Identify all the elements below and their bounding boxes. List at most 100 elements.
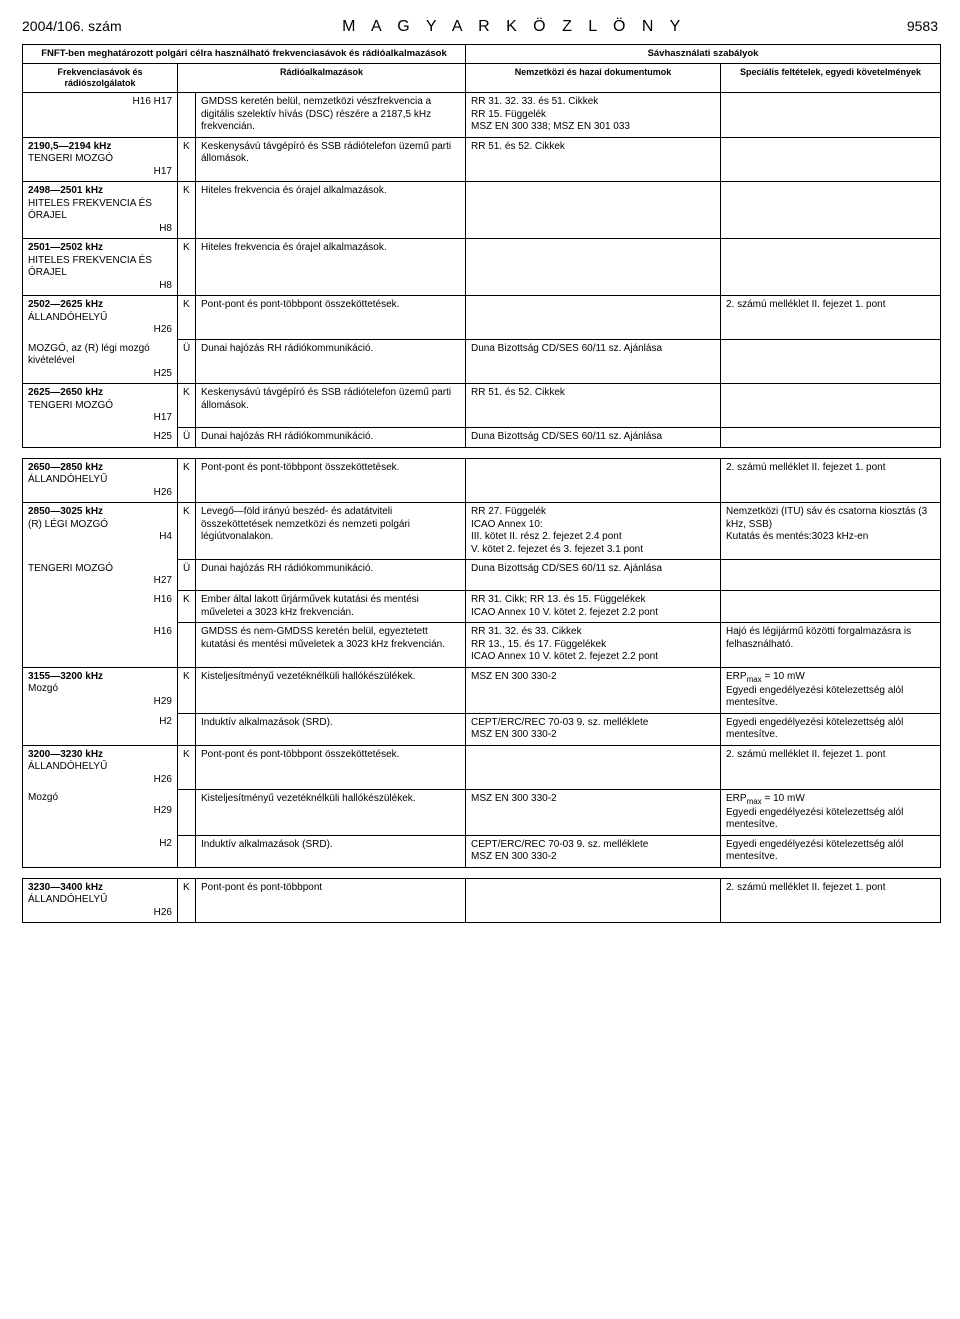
cell-app: Keskenysávú távgépíró és SSB rádiótelefo… (196, 137, 466, 182)
h-code: H2 (23, 713, 178, 745)
table-col-header: Frekvenciasávok és rádiószolgálatok Rádi… (23, 63, 941, 93)
cell-doc: MSZ EN 300 330-2 (466, 667, 721, 713)
cell-app: Dunai hajózás RH rádiókommunikáció. (196, 340, 466, 384)
service-label: Mozgó (28, 792, 58, 803)
table-row: H16 GMDSS és nem-GMDSS keretén belül, eg… (23, 623, 941, 668)
section-gap (22, 868, 938, 878)
cell-doc: RR 31. Cikk; RR 13. és 15. Függelékek IC… (466, 591, 721, 623)
band-label: 2850—3025 kHz (28, 506, 103, 517)
service-label: TENGERI MOZGÓ (28, 400, 113, 411)
th-app: Rádióalkalmazások (178, 63, 466, 93)
cell-kk (178, 713, 196, 745)
band-label: 2502—2625 kHz (28, 299, 103, 310)
cell-spec (721, 182, 941, 239)
cell-doc: Duna Bizottság CD/SES 60/11 sz. Ajánlása (466, 340, 721, 384)
table-row: 2502—2625 kHzÁLLANDÓHELYŰH26 K Pont-pont… (23, 296, 941, 340)
band-label: 2190,5—2194 kHz (28, 141, 111, 152)
cell-kk: Ü (178, 428, 196, 448)
cell-doc: Duna Bizottság CD/SES 60/11 sz. Ajánlása (466, 428, 721, 448)
cell-spec (721, 137, 941, 182)
cell-app: GMDSS keretén belül, nemzetközi vészfrek… (196, 93, 466, 138)
service-label: Mozgó (28, 683, 58, 694)
table-row: 3155—3200 kHzMozgóH29 K Kisteljesítményű… (23, 667, 941, 713)
cell-kk: Ü (178, 340, 196, 384)
table-row: MozgóH29 Kisteljesítményű vezetéknélküli… (23, 789, 941, 835)
cell-app: Dunai hajózás RH rádiókommunikáció. (196, 560, 466, 591)
h-code: H26 (28, 907, 172, 920)
cell-doc: CEPT/ERC/REC 70-03 9. sz. melléklete MSZ… (466, 835, 721, 867)
service-label: TENGERI MOZGÓ (28, 153, 113, 164)
page: 2004/106. szám M A G Y A R K Ö Z L Ö N Y… (0, 0, 960, 941)
cell-app: Levegő—föld irányú beszéd- és adatátvite… (196, 503, 466, 560)
table-row: 2190,5—2194 kHzTENGERI MOZGÓH17 K Kesken… (23, 137, 941, 182)
table-row: 2850—3025 kHz(R) LÉGI MOZGÓH4 K Levegő—f… (23, 503, 941, 560)
page-header: 2004/106. szám M A G Y A R K Ö Z L Ö N Y… (22, 18, 938, 36)
h-code: H17 (28, 166, 172, 179)
cell-kk (178, 93, 196, 138)
cell-kk (178, 623, 196, 668)
freq-table-bottom: 3230—3400 kHzÁLLANDÓHELYŰH26 K Pont-pont… (22, 878, 941, 924)
th-spec: Speciális feltételek, egyedi követelmény… (721, 63, 941, 93)
table-row: 2650—2850 kHzÁLLANDÓHELYŰ H26 K Pont-pont… (23, 458, 941, 503)
h-code: H8 (28, 223, 172, 236)
table-row: H2 Induktív alkalmazások (SRD). CEPT/ERC… (23, 835, 941, 867)
cell-app: Hiteles frekvencia és órajel alkalmazáso… (196, 239, 466, 296)
freq-table-lower: 2650—2850 kHzÁLLANDÓHELYŰH26 K Pont-pont… (22, 458, 941, 868)
cell-kk: K (178, 878, 196, 923)
cell-doc: Duna Bizottság CD/SES 60/11 sz. Ajánlása (466, 560, 721, 591)
h-code: H17 (28, 412, 172, 425)
cell-app: Pont-pont és pont-többpont összeköttetés… (196, 458, 466, 503)
sub-max: max (747, 675, 762, 684)
table-row: H25 Ü Dunai hajózás RH rádiókommunikáció… (23, 428, 941, 448)
table-row: H2 Induktív alkalmazások (SRD). CEPT/ERC… (23, 713, 941, 745)
band-label: 2501—2502 kHz (28, 242, 103, 253)
service-label: ÁLLANDÓHELYŰ (28, 474, 107, 485)
cell-kk: K (178, 667, 196, 713)
cell-app: Induktív alkalmazások (SRD). (196, 713, 466, 745)
service-label: ÁLLANDÓHELYŰ (28, 761, 107, 772)
cell-spec (721, 93, 941, 138)
cell-doc: RR 51. és 52. Cikkek (466, 137, 721, 182)
table-row: H16 H17 GMDSS keretén belül, nemzetközi … (23, 93, 941, 138)
service-label: MOZGÓ, az (R) légi mozgó kivételével (28, 343, 150, 367)
cell-doc: RR 31. 32. 33. és 51. Cikkek RR 15. Függ… (466, 93, 721, 138)
cell-kk: K (178, 296, 196, 340)
cell-spec (721, 560, 941, 591)
h-code: H8 (28, 280, 172, 293)
band-label: 2650—2850 kHz (28, 462, 103, 473)
band-label: 2498—2501 kHz (28, 185, 103, 196)
cell-spec: Nemzetközi (ITU) sáv és csatorna kiosztá… (721, 503, 941, 560)
service-label: ÁLLANDÓHELYŰ (28, 312, 107, 323)
table-row: H16 K Ember által lakott űrjárművek kuta… (23, 591, 941, 623)
cell-app: Hiteles frekvencia és órajel alkalmazáso… (196, 182, 466, 239)
cell-kk: K (178, 182, 196, 239)
h-code: H29 (28, 696, 172, 709)
table-row: 2498—2501 kHz HITELES FREKVENCIA ÉS ÓRAJE… (23, 182, 941, 239)
cell-app: Ember által lakott űrjárművek kutatási é… (196, 591, 466, 623)
cell-spec (721, 340, 941, 384)
sub-max: max (747, 797, 762, 806)
cell-spec (721, 591, 941, 623)
cell-kk: K (178, 458, 196, 503)
h-code: H26 (28, 487, 172, 500)
mega-left: FNFT-ben meghatározott polgári célra has… (23, 45, 466, 64)
service-label: TENGERI MOZGÓ (28, 563, 113, 574)
cell-doc (466, 239, 721, 296)
cell-spec: 2. számú melléklet II. fejezet 1. pont (721, 878, 941, 923)
cell-app: Pont-pont és pont-többpont összeköttetés… (196, 745, 466, 789)
table-row: 2625—2650 kHzTENGERI MOZGÓH17 K Keskenys… (23, 384, 941, 428)
h-code: H25 (23, 428, 178, 448)
cell-freq: H16 H17 (23, 93, 178, 138)
header-right: 9583 (907, 18, 938, 34)
h-code: H26 (28, 324, 172, 337)
service-label: HITELES FREKVENCIA ÉS ÓRAJEL (28, 198, 152, 222)
cell-kk: K (178, 503, 196, 560)
section-gap (22, 448, 938, 458)
cell-kk: K (178, 239, 196, 296)
cell-doc: MSZ EN 300 330-2 (466, 789, 721, 835)
cell-app: Keskenysávú távgépíró és SSB rádiótelefo… (196, 384, 466, 428)
band-label: 3200—3230 kHz (28, 749, 103, 760)
h-code: H2 (23, 835, 178, 867)
cell-doc (466, 182, 721, 239)
service-label: (R) LÉGI MOZGÓ (28, 519, 108, 530)
